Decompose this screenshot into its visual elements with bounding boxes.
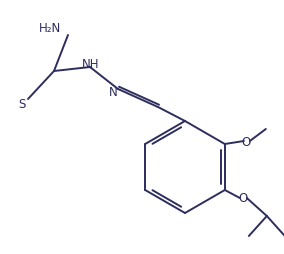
Text: NH: NH (82, 57, 100, 70)
Text: S: S (18, 98, 26, 111)
Text: O: O (238, 192, 247, 205)
Text: N: N (108, 85, 117, 98)
Text: O: O (241, 135, 250, 148)
Text: H₂N: H₂N (39, 21, 61, 34)
